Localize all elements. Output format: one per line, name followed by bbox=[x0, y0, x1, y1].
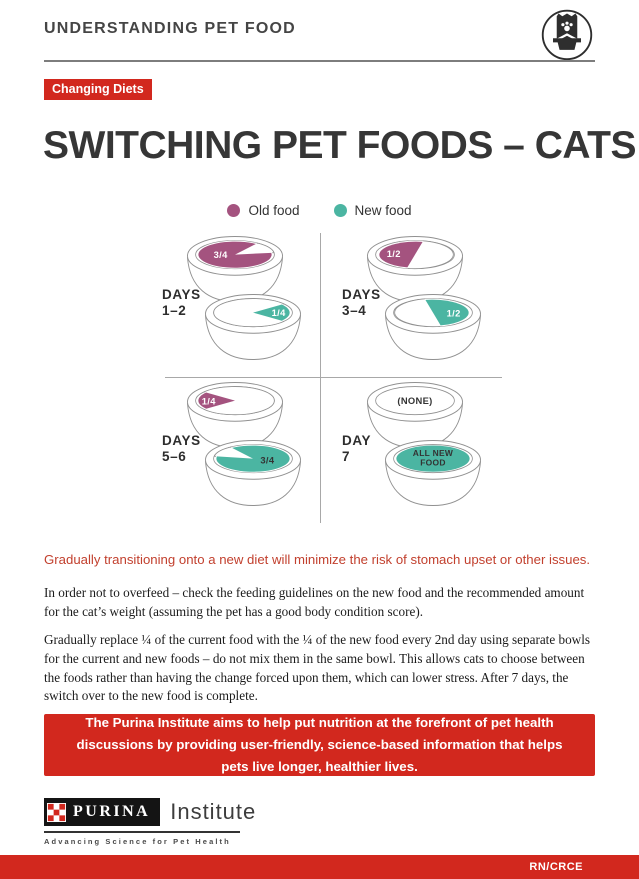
bowl-portion-label: 1/2 bbox=[447, 308, 461, 318]
logo-tagline: Advancing Science for Pet Health bbox=[44, 837, 231, 846]
purina-checkerboard-icon bbox=[47, 802, 66, 822]
diagram-quadrant-1: DAYS 1–2 3/4 1/4 bbox=[140, 231, 320, 377]
bottom-bowl-new-food: ALL NEW FOOD bbox=[383, 439, 483, 507]
bowl-portion-label: (NONE) bbox=[397, 396, 432, 406]
footer-bar: RN/CRCE bbox=[0, 855, 639, 879]
bottom-bowl-new-food: 3/4 bbox=[203, 439, 303, 507]
logo-brand-text: PURINA bbox=[73, 803, 151, 820]
body-paragraph-1: In order not to overfeed – check the fee… bbox=[44, 585, 585, 619]
header-divider bbox=[44, 60, 595, 62]
legend-item-new-food: New food bbox=[333, 203, 412, 218]
legend: Old food New food bbox=[0, 203, 639, 218]
purina-logo-bar: PURINA bbox=[44, 798, 161, 826]
day-label: DAYS 3–4 bbox=[342, 287, 381, 318]
diagram-horizontal-divider bbox=[165, 377, 502, 378]
old-food-dot-icon bbox=[227, 204, 241, 217]
legend-label-new: New food bbox=[354, 203, 412, 218]
bottom-bowl-new-food: 1/4 bbox=[203, 293, 303, 361]
day-label: DAY 7 bbox=[342, 433, 372, 464]
pet-food-bag-bowl-icon bbox=[539, 6, 595, 62]
bowl-portion-label: 1/4 bbox=[272, 308, 286, 318]
section-badge: Changing Diets bbox=[44, 79, 152, 100]
document-header-title: UNDERSTANDING PET FOOD bbox=[44, 20, 296, 37]
footer-code: RN/CRCE bbox=[529, 861, 583, 873]
bottom-bowl-new-food: 1/2 bbox=[383, 293, 483, 361]
diagram-vertical-divider bbox=[320, 233, 321, 523]
top-bowl-empty: (NONE) bbox=[365, 381, 465, 449]
logo-suffix-text: Institute bbox=[170, 799, 257, 824]
diagram-quadrant-4: DAY 7 (NONE) ALL NEW FOOD bbox=[320, 377, 500, 523]
bowl-portion-label: ALL NEW FOOD bbox=[413, 448, 453, 467]
diagram-quadrant-2: DAYS 3–4 1/2 1/2 bbox=[320, 231, 500, 377]
page-title: SWITCHING PET FOODS – CATS bbox=[43, 124, 636, 167]
body-paragraph-2: Gradually replace ¼ of the current food … bbox=[44, 631, 591, 704]
new-food-dot-icon bbox=[333, 204, 347, 217]
day-label: DAYS 1–2 bbox=[162, 287, 201, 318]
transition-diagram: DAYS 1–2 3/4 1/4 DAYS 3–4 1/2 1/2 DAYS 5–6 1/4 3/4 D… bbox=[140, 231, 502, 523]
top-bowl-old-food: 1/2 bbox=[365, 235, 465, 303]
bowl-portion-label: 3/4 bbox=[260, 456, 274, 466]
top-bowl-old-food: 3/4 bbox=[185, 235, 285, 303]
logo-divider bbox=[44, 831, 240, 833]
bowl-portion-label: 1/2 bbox=[387, 249, 401, 259]
top-bowl-old-food: 1/4 bbox=[185, 381, 285, 449]
highlight-sentence: Gradually transitioning onto a new diet … bbox=[44, 552, 591, 567]
purina-institute-banner: The Purina Institute aims to help put nu… bbox=[44, 714, 595, 776]
purina-institute-logo: PURINA Institute Advancing Science for P… bbox=[44, 798, 256, 846]
bowl-portion-label: 1/4 bbox=[202, 396, 216, 406]
legend-item-old-food: Old food bbox=[227, 203, 300, 218]
diagram-quadrant-3: DAYS 5–6 1/4 3/4 bbox=[140, 377, 320, 523]
legend-label-old: Old food bbox=[248, 203, 300, 218]
bowl-portion-label: 3/4 bbox=[214, 250, 228, 260]
banner-text: The Purina Institute aims to help put nu… bbox=[76, 715, 563, 774]
day-label: DAYS 5–6 bbox=[162, 433, 201, 464]
